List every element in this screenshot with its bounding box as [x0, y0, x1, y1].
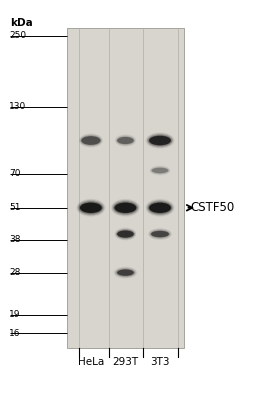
Text: 28: 28 [9, 268, 20, 277]
Ellipse shape [112, 199, 139, 216]
Ellipse shape [150, 230, 170, 239]
Ellipse shape [117, 137, 134, 144]
Ellipse shape [81, 136, 101, 145]
Text: kDa: kDa [10, 18, 33, 28]
Ellipse shape [117, 231, 134, 238]
Ellipse shape [149, 229, 171, 239]
Ellipse shape [152, 168, 168, 173]
Bar [67, 28, 184, 348]
Ellipse shape [151, 231, 169, 238]
Ellipse shape [117, 231, 134, 238]
Ellipse shape [117, 269, 134, 276]
Ellipse shape [147, 134, 173, 147]
Ellipse shape [78, 201, 104, 215]
Ellipse shape [80, 203, 102, 213]
Ellipse shape [79, 201, 103, 214]
Ellipse shape [115, 203, 136, 213]
Text: 16: 16 [9, 329, 20, 338]
Ellipse shape [116, 229, 135, 239]
Ellipse shape [116, 229, 135, 239]
Text: 130: 130 [9, 102, 26, 111]
Ellipse shape [147, 201, 173, 215]
Ellipse shape [115, 229, 135, 240]
Ellipse shape [117, 230, 134, 238]
Ellipse shape [77, 199, 105, 216]
Ellipse shape [113, 201, 138, 214]
Text: 51: 51 [9, 203, 20, 212]
Ellipse shape [113, 201, 138, 215]
Ellipse shape [81, 136, 100, 145]
Ellipse shape [149, 135, 171, 146]
Text: 293T: 293T [112, 357, 138, 367]
Ellipse shape [148, 134, 172, 147]
Ellipse shape [114, 202, 137, 213]
Ellipse shape [149, 136, 171, 145]
Ellipse shape [78, 200, 104, 216]
Ellipse shape [112, 200, 139, 216]
Ellipse shape [80, 202, 102, 213]
Ellipse shape [117, 137, 134, 145]
Ellipse shape [116, 136, 134, 145]
Text: 70: 70 [9, 169, 20, 178]
Text: CSTF50: CSTF50 [191, 201, 235, 214]
Ellipse shape [146, 199, 174, 216]
Text: 19: 19 [9, 310, 20, 319]
Ellipse shape [115, 203, 136, 213]
Ellipse shape [80, 135, 102, 147]
Ellipse shape [81, 135, 101, 146]
Ellipse shape [149, 203, 171, 213]
Ellipse shape [149, 202, 171, 213]
Ellipse shape [151, 231, 169, 237]
Ellipse shape [79, 201, 103, 214]
Ellipse shape [116, 269, 135, 276]
Ellipse shape [147, 200, 173, 216]
Ellipse shape [149, 136, 171, 145]
Ellipse shape [114, 201, 137, 214]
Ellipse shape [116, 230, 134, 239]
Ellipse shape [117, 269, 134, 276]
Text: 250: 250 [9, 31, 26, 40]
Ellipse shape [148, 201, 172, 214]
Ellipse shape [149, 203, 171, 213]
Ellipse shape [117, 137, 134, 144]
Ellipse shape [80, 135, 102, 146]
Ellipse shape [81, 136, 100, 145]
Ellipse shape [148, 135, 172, 146]
Text: 38: 38 [9, 235, 20, 244]
Ellipse shape [148, 201, 172, 214]
Ellipse shape [150, 230, 170, 238]
Ellipse shape [117, 269, 134, 276]
Ellipse shape [115, 268, 136, 277]
Ellipse shape [152, 168, 168, 173]
Ellipse shape [116, 268, 135, 277]
Ellipse shape [147, 134, 173, 148]
Text: 3T3: 3T3 [150, 357, 170, 367]
Ellipse shape [151, 231, 169, 237]
Text: HeLa: HeLa [78, 357, 104, 367]
Ellipse shape [80, 203, 102, 213]
